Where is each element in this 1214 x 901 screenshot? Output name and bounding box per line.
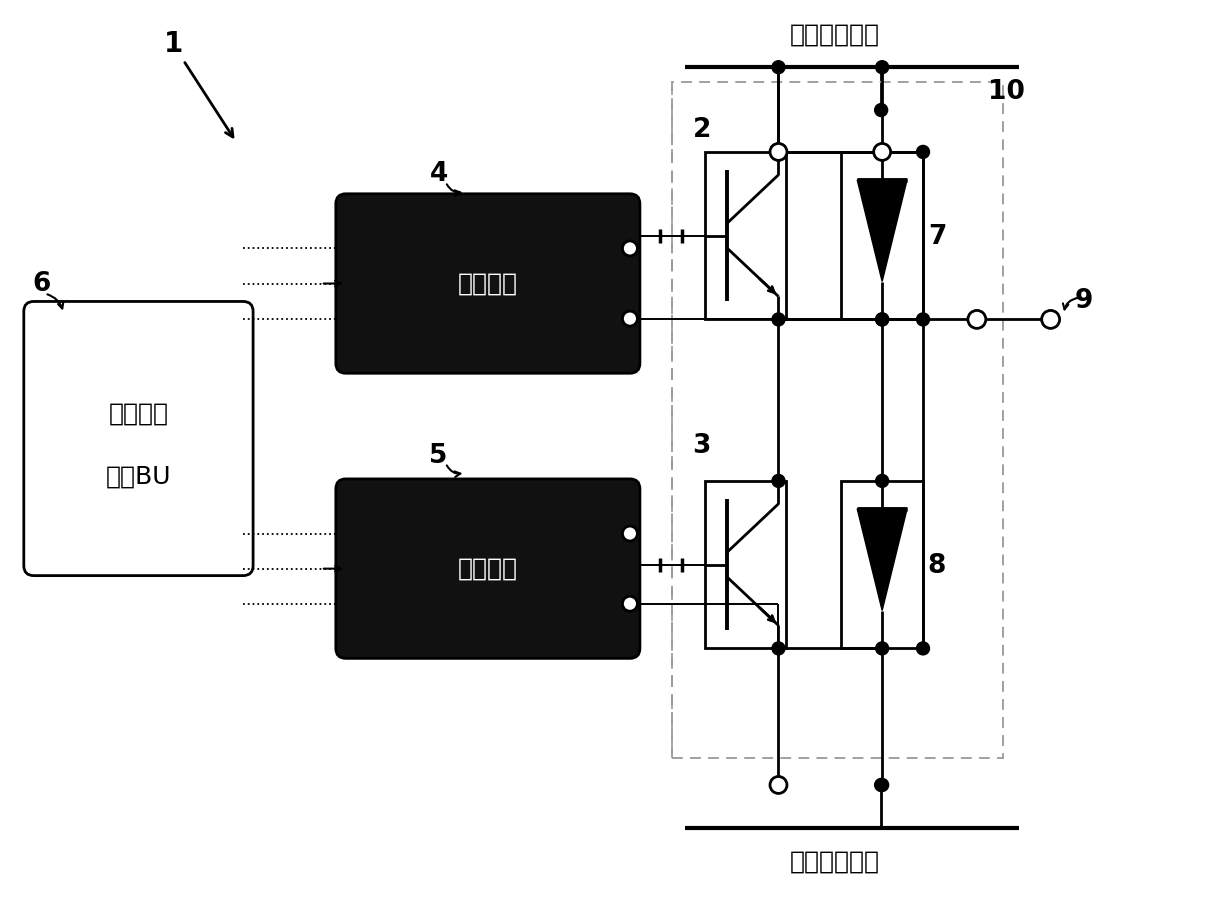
Circle shape bbox=[917, 642, 930, 655]
Text: 8: 8 bbox=[927, 552, 946, 578]
Circle shape bbox=[874, 778, 887, 791]
Circle shape bbox=[875, 313, 889, 326]
Bar bbox=[704, 481, 787, 649]
FancyBboxPatch shape bbox=[336, 194, 640, 373]
Text: 7: 7 bbox=[927, 223, 946, 250]
Circle shape bbox=[1042, 311, 1060, 328]
Text: 驱动电路: 驱动电路 bbox=[458, 271, 518, 296]
Circle shape bbox=[623, 241, 637, 256]
Text: 驱动电路: 驱动电路 bbox=[458, 557, 518, 580]
Bar bbox=[841, 152, 923, 320]
Circle shape bbox=[875, 60, 889, 74]
Polygon shape bbox=[857, 180, 907, 281]
Circle shape bbox=[875, 778, 889, 791]
Text: 9: 9 bbox=[1074, 288, 1093, 314]
Circle shape bbox=[772, 60, 785, 74]
Circle shape bbox=[770, 777, 787, 794]
Circle shape bbox=[623, 596, 637, 611]
Circle shape bbox=[875, 475, 889, 487]
Text: 10: 10 bbox=[988, 79, 1025, 105]
Text: 2: 2 bbox=[692, 117, 711, 143]
Bar bbox=[841, 481, 923, 649]
Circle shape bbox=[875, 642, 889, 655]
Circle shape bbox=[917, 313, 930, 326]
Circle shape bbox=[917, 145, 930, 159]
Text: 5: 5 bbox=[430, 443, 448, 469]
Text: 3: 3 bbox=[692, 433, 711, 459]
Circle shape bbox=[623, 526, 637, 541]
Polygon shape bbox=[857, 509, 907, 611]
Text: 1: 1 bbox=[164, 31, 183, 59]
Text: 6: 6 bbox=[33, 270, 51, 296]
Circle shape bbox=[875, 313, 889, 326]
Text: 高电位侧电源: 高电位侧电源 bbox=[789, 23, 879, 46]
Circle shape bbox=[874, 143, 891, 160]
Bar bbox=[704, 152, 787, 320]
Text: 上级控制: 上级控制 bbox=[108, 401, 169, 425]
Circle shape bbox=[772, 475, 785, 487]
Text: 4: 4 bbox=[430, 161, 448, 187]
Circle shape bbox=[968, 311, 986, 328]
Circle shape bbox=[623, 311, 637, 326]
FancyBboxPatch shape bbox=[336, 479, 640, 659]
Circle shape bbox=[771, 144, 787, 159]
Circle shape bbox=[772, 313, 785, 326]
Text: 低电位侧电源: 低电位侧电源 bbox=[789, 850, 879, 874]
Circle shape bbox=[874, 104, 887, 116]
Text: 电路BU: 电路BU bbox=[106, 465, 171, 488]
Circle shape bbox=[770, 143, 787, 160]
Circle shape bbox=[772, 642, 785, 655]
